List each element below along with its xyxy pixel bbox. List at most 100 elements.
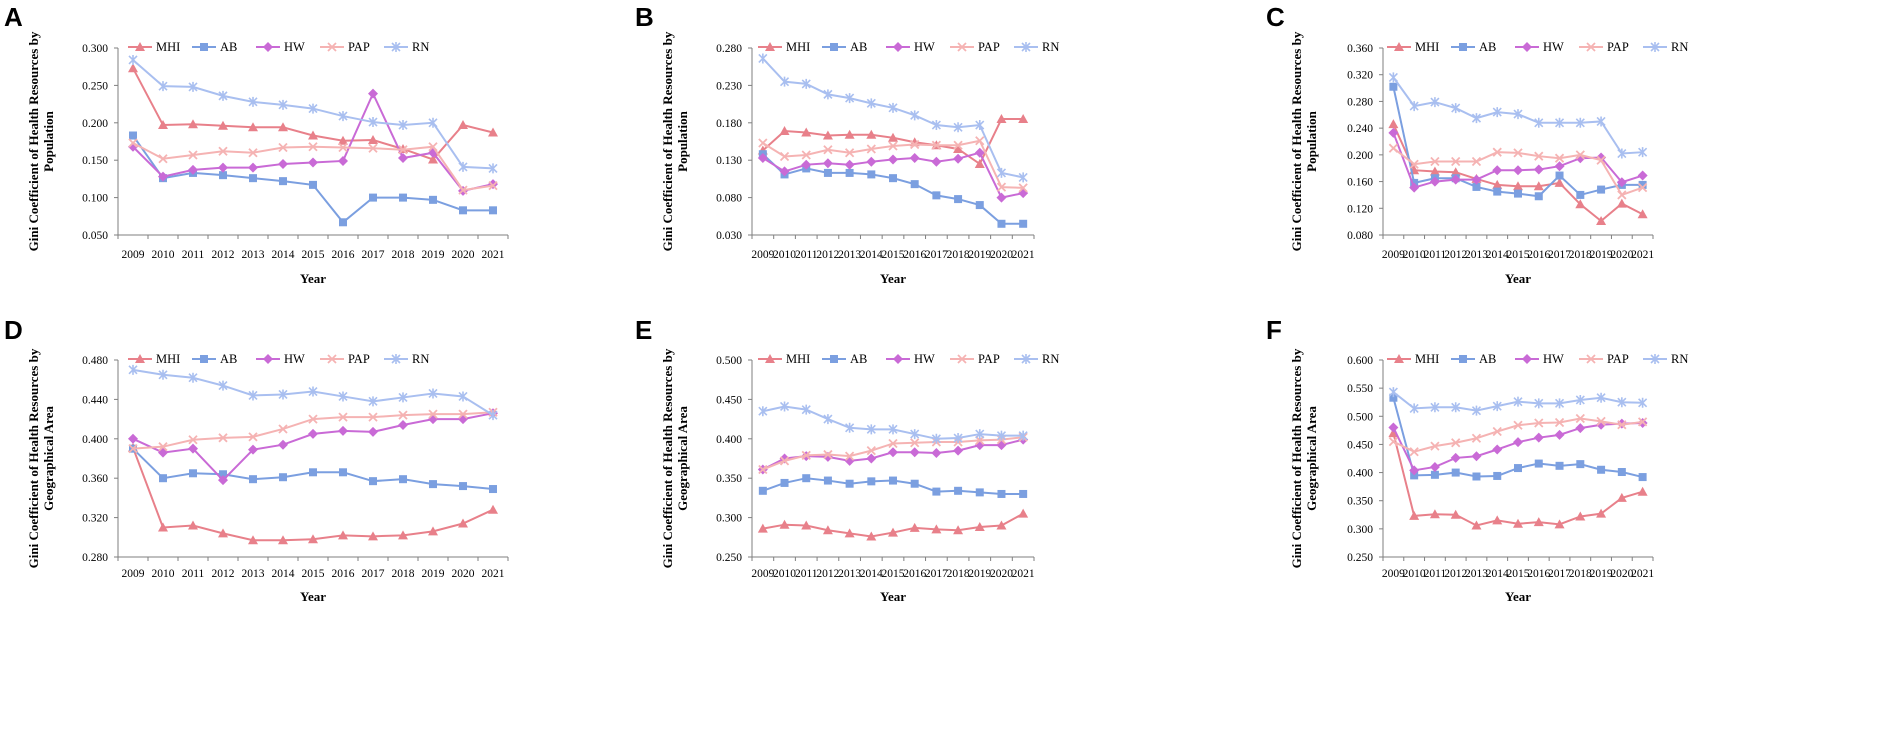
data-point-mhi: [248, 535, 258, 545]
data-point-rn: [1575, 117, 1585, 128]
data-point-rn: [975, 120, 985, 131]
data-point-hw: [909, 152, 920, 163]
data-point-rn: [218, 380, 228, 391]
data-point-pap: [996, 182, 1007, 192]
data-point-rn: [308, 103, 318, 114]
data-point-rn: [910, 429, 920, 440]
data-point-pap: [1513, 420, 1523, 430]
data-point-pap: [1617, 190, 1627, 200]
data-point-ab: [429, 480, 437, 489]
legend-marker-mhi: [1394, 42, 1404, 51]
data-point-rn: [1575, 394, 1585, 405]
data-point-pap: [368, 412, 378, 422]
x-tick-label: 2014: [860, 568, 883, 580]
data-point-pap: [1492, 426, 1502, 437]
data-point-hw: [1513, 165, 1523, 176]
data-point-rn: [368, 396, 378, 407]
legend-label-rn: RN: [1671, 352, 1688, 366]
data-point-hw: [866, 453, 877, 464]
data-point-mhi: [1533, 181, 1544, 191]
legend: MHI AB HW PAP RN: [1387, 352, 1688, 366]
data-point-rn: [128, 364, 138, 375]
data-point-mhi: [1492, 515, 1503, 525]
y-tick-label: 0.300: [716, 513, 742, 525]
y-tick-label: 0.080: [1347, 230, 1373, 242]
data-point-mhi: [218, 528, 228, 538]
x-tick-label: 2015: [302, 568, 325, 580]
x-tick-label: 2018: [1569, 568, 1592, 580]
x-tick-label: 2009: [751, 249, 774, 261]
x-tick-label: 2014: [272, 249, 295, 261]
x-tick-label: 2015: [882, 249, 905, 261]
x-tick-label: 2019: [1590, 249, 1613, 261]
x-tick-label: 2012: [212, 568, 235, 580]
data-point-ab: [845, 168, 854, 177]
data-point-rn: [458, 161, 468, 172]
y-tick-label: 0.400: [1347, 468, 1373, 480]
data-point-ab: [159, 474, 167, 483]
data-point-pap: [428, 409, 438, 419]
data-point-mhi: [428, 526, 438, 536]
x-tick-label: 2016: [903, 249, 926, 261]
data-point-mhi: [974, 522, 985, 532]
legend-label-pap: PAP: [1607, 40, 1629, 54]
data-point-ab: [309, 180, 317, 189]
data-point-rn: [428, 117, 438, 128]
data-point-pap: [398, 410, 408, 420]
x-tick-label: 2020: [990, 568, 1013, 580]
data-point-hw: [931, 447, 942, 458]
data-point-hw: [488, 179, 498, 190]
data-point-hw: [1616, 177, 1627, 188]
data-point-ab: [1389, 82, 1398, 91]
data-point-mhi: [953, 143, 964, 153]
x-tick-label: 2009: [122, 249, 145, 261]
legend-marker-ab: [1459, 355, 1467, 363]
data-point-pap: [1617, 420, 1627, 430]
data-point-ab: [889, 174, 897, 183]
y-tick-label: 0.320: [82, 513, 108, 525]
data-point-rn: [1409, 101, 1419, 112]
data-point-hw: [1492, 444, 1503, 455]
y-tick-label: 0.300: [1347, 524, 1373, 536]
data-point-ab: [823, 168, 832, 177]
data-point-rn: [398, 392, 408, 403]
x-tick-label: 2013: [242, 249, 265, 261]
x-tick-label: 2012: [1444, 249, 1467, 261]
x-tick-label: 2016: [332, 568, 355, 580]
data-point-ab: [1472, 472, 1481, 481]
data-point-hw: [1533, 432, 1544, 443]
x-tick-label: 2017: [1548, 249, 1571, 261]
legend-marker-rn: [391, 42, 401, 52]
data-point-rn: [996, 430, 1007, 441]
data-point-pap: [1451, 438, 1461, 448]
data-point-ab: [1430, 470, 1439, 479]
legend-label-ab: AB: [220, 352, 237, 366]
data-point-pap: [1534, 151, 1544, 161]
data-point-rn: [1617, 397, 1627, 408]
data-point-ab: [129, 131, 137, 140]
legend-label-pap: PAP: [348, 40, 370, 54]
data-point-mhi: [278, 122, 288, 132]
data-point-rn: [931, 120, 941, 131]
x-axis-title: Year: [880, 589, 906, 604]
data-point-rn: [1388, 387, 1398, 398]
legend-marker-hw: [263, 354, 273, 364]
x-tick-label: 2016: [332, 249, 355, 261]
panel-letter: E: [635, 315, 652, 345]
data-point-rn: [338, 391, 348, 402]
x-tick-label: 2021: [482, 249, 505, 261]
data-point-rn: [1388, 72, 1398, 83]
data-point-pap: [1554, 417, 1565, 428]
x-tick-label: 2016: [903, 568, 926, 580]
data-point-mhi: [1575, 199, 1586, 209]
data-point-pap: [1534, 418, 1544, 428]
data-point-pap: [844, 451, 855, 461]
data-point-rn: [801, 404, 811, 415]
data-point-mhi: [308, 130, 318, 140]
data-point-mhi: [909, 522, 920, 532]
data-point-mhi: [801, 520, 812, 530]
data-point-hw: [458, 414, 468, 425]
x-axis-title: Year: [1505, 271, 1531, 286]
data-point-hw: [188, 443, 198, 454]
